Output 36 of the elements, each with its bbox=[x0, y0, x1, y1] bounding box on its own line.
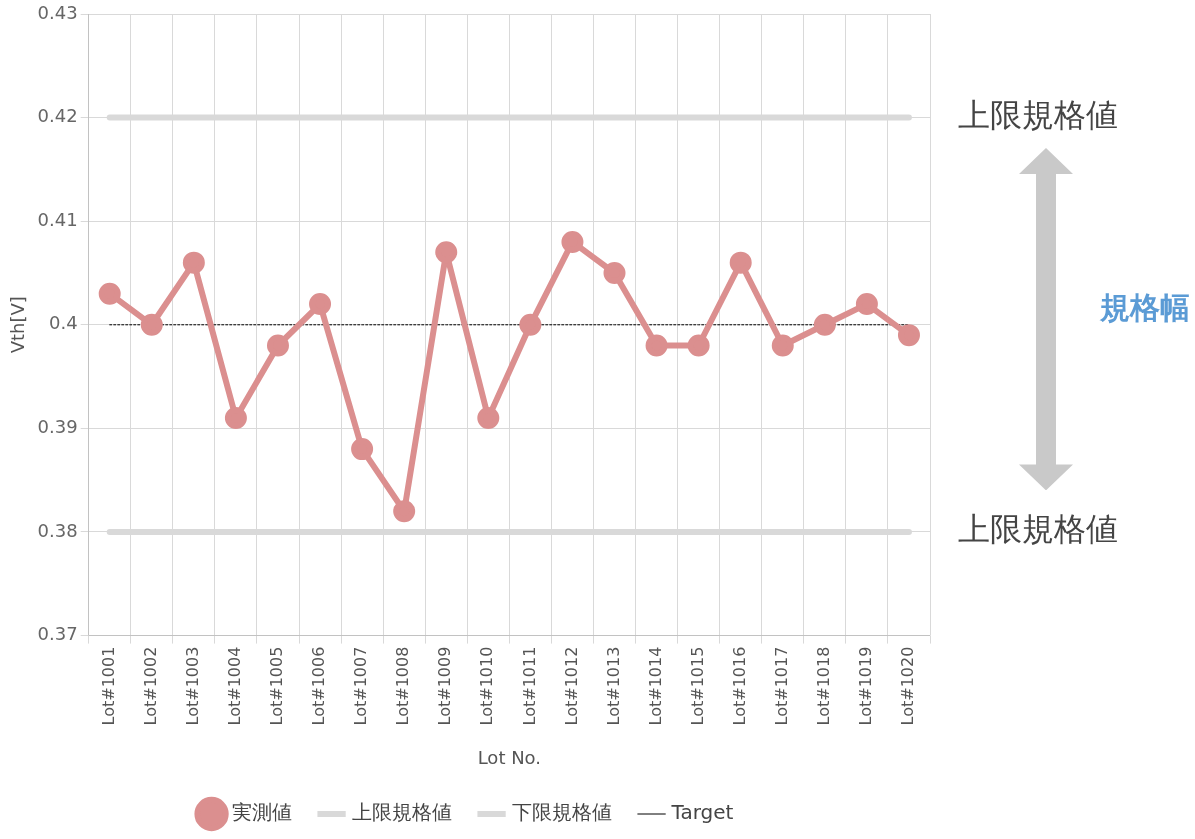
x-tick-label: Lot#1004 bbox=[225, 646, 245, 726]
x-tick-label: Lot#1006 bbox=[309, 646, 329, 726]
x-tick-label: Lot#1019 bbox=[856, 646, 876, 726]
x-tick-label: Lot#1020 bbox=[898, 646, 918, 726]
x-tick-label: Lot#1015 bbox=[687, 646, 707, 726]
x-tick-label: Lot#1001 bbox=[98, 646, 118, 726]
x-tick-label: Lot#1013 bbox=[603, 646, 623, 726]
x-tick-label: Lot#1003 bbox=[183, 646, 202, 726]
x-tick-label: Lot#1009 bbox=[435, 646, 455, 726]
y-tick-label: 0.37 bbox=[37, 623, 78, 645]
x-tick-label: Lot#1018 bbox=[813, 646, 833, 726]
x-tick-label: Lot#1014 bbox=[645, 646, 665, 726]
y-tick-label: 0.42 bbox=[37, 105, 78, 127]
text: 上限規格値 bbox=[958, 510, 1118, 549]
x-tick-label: Lot#1010 bbox=[477, 646, 497, 726]
x-tick-label: Lot#1002 bbox=[140, 646, 160, 726]
y-tick-label: 0.41 bbox=[37, 208, 78, 230]
legend-label: 上限規格値 bbox=[351, 800, 452, 825]
x-tick-label: Lot#1005 bbox=[267, 646, 287, 726]
x-tick-label: Lot#1011 bbox=[519, 646, 539, 726]
x-axis-title: Lot No. bbox=[477, 746, 542, 768]
x-tick-label: Lot#1007 bbox=[351, 646, 371, 726]
y-tick-label: 0.43 bbox=[37, 1, 78, 23]
legend-label: 下限規格値 bbox=[511, 800, 612, 825]
x-tick-label: Lot#1008 bbox=[393, 646, 413, 726]
x-tick-label: Lot#1016 bbox=[729, 646, 749, 726]
legend-label: Target bbox=[670, 800, 734, 825]
y-axis-title: Vth[V] bbox=[7, 296, 29, 354]
text: 規格幅 bbox=[1099, 289, 1190, 325]
x-tick-label: Lot#1017 bbox=[771, 646, 791, 726]
y-tick-label: 0.38 bbox=[37, 519, 78, 541]
text: 上限規格値 bbox=[958, 95, 1118, 134]
y-tick-label: 0.39 bbox=[37, 416, 78, 438]
x-tick-label: Lot#1012 bbox=[561, 646, 581, 726]
legend-label: 実測値 bbox=[231, 800, 292, 825]
y-tick-label: 0.4 bbox=[49, 312, 78, 334]
